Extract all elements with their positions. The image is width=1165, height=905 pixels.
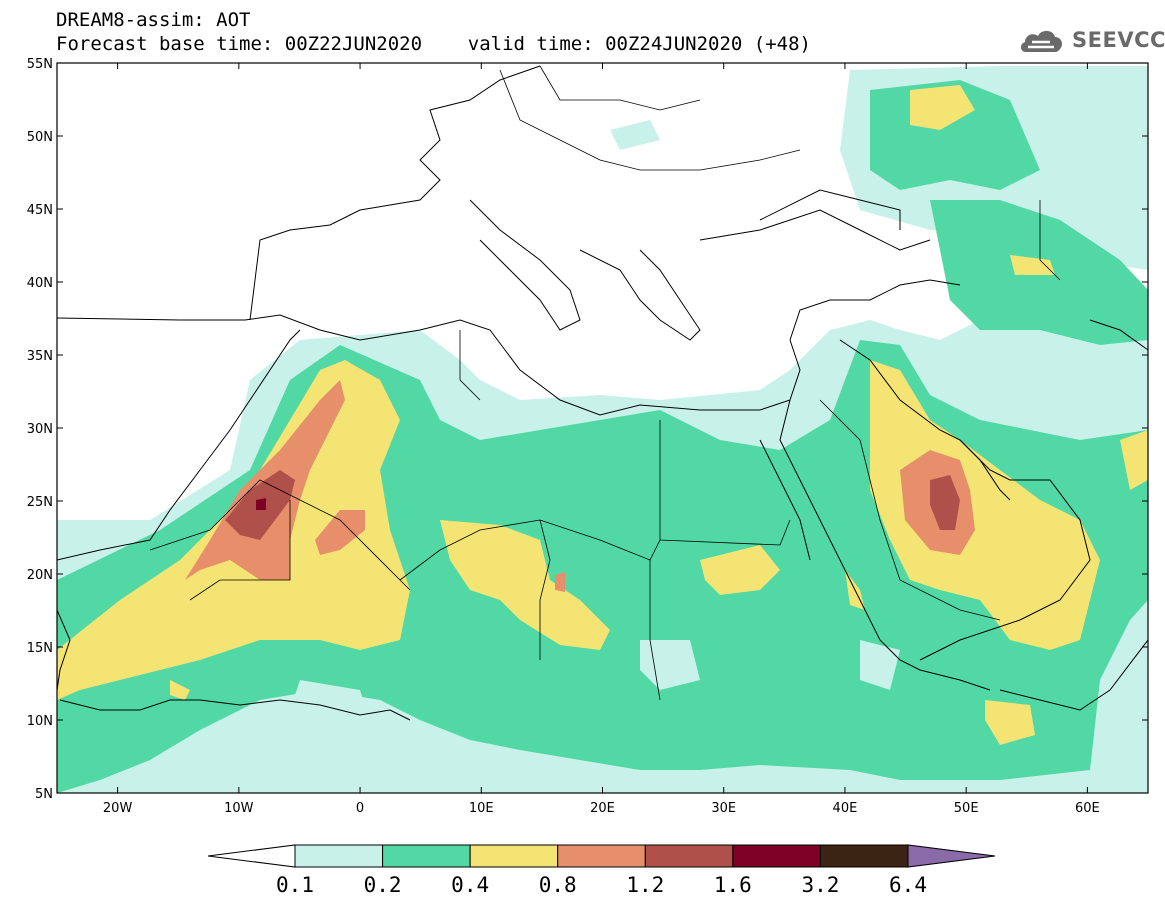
lon-tick-label: 0 — [356, 801, 364, 816]
colorbar-label: 0.4 — [451, 873, 489, 897]
colorbar-cell — [557, 844, 646, 868]
colorbar-cell — [382, 844, 471, 868]
chart-title: DREAM8-assim: AOT — [56, 9, 251, 31]
latitude-axis: 5N 10N 15N 20N 25N 30N 35N 40N 45N 50N 55N — [27, 57, 1148, 802]
aot-band-0.1-holes — [290, 640, 900, 725]
lon-tick-label: 50E — [954, 801, 979, 816]
lat-tick-label: 15N — [27, 641, 53, 656]
colorbar-cell — [469, 844, 559, 868]
cloud-icon — [1020, 30, 1063, 52]
colorbar-label: 0.8 — [539, 873, 577, 897]
lon-tick-label: 20E — [590, 801, 615, 816]
colorbar-label: 0.2 — [364, 873, 402, 897]
colorbar: 0.1 0.2 0.4 0.8 1.2 1.6 3.2 6.4 — [207, 844, 996, 897]
coastlines — [57, 65, 1148, 721]
lon-tick-label: 60E — [1075, 801, 1100, 816]
lon-tick-label: 10W — [224, 801, 254, 816]
longitude-axis: 20W 10W 0 10E 20E 30E 40E 50E 60E — [103, 63, 1100, 816]
lat-tick-label: 20N — [27, 568, 53, 583]
colorbar-cell — [294, 844, 384, 868]
colorbar-label: 1.2 — [626, 873, 664, 897]
colorbar-cell — [732, 844, 821, 868]
lon-tick-label: 30E — [711, 801, 736, 816]
lat-tick-label: 50N — [27, 130, 53, 145]
colorbar-label: 3.2 — [801, 873, 839, 897]
lat-tick-label: 25N — [27, 495, 53, 510]
country-borders — [149, 65, 1061, 701]
lon-tick-label: 40E — [833, 801, 858, 816]
colorbar-label: 6.4 — [889, 873, 927, 897]
chart-subtitle: Forecast base time: 00Z22JUN2020 valid t… — [56, 33, 811, 55]
colorbar-cell — [644, 844, 734, 868]
lat-tick-label: 55N — [27, 57, 53, 72]
colorbar-label: 1.6 — [714, 873, 752, 897]
lat-tick-label: 40N — [27, 276, 53, 291]
aot-field — [57, 63, 1148, 793]
colorbar-cell — [819, 844, 909, 868]
lat-tick-label: 45N — [27, 203, 53, 218]
lon-tick-label: 10E — [469, 801, 494, 816]
lon-tick-label: 20W — [103, 801, 133, 816]
seevccc-logo: SEEVCCC — [1018, 23, 1165, 57]
lat-tick-label: 10N — [27, 714, 53, 729]
colorbar-label: 0.1 — [276, 873, 314, 897]
colorbar-high-arrow — [907, 844, 996, 868]
colorbar-low-arrow — [207, 844, 296, 868]
aot-band-1.6 — [256, 498, 266, 510]
lat-tick-label: 30N — [27, 422, 53, 437]
lat-tick-label: 5N — [35, 787, 53, 802]
lat-tick-label: 35N — [27, 349, 53, 364]
logo-text: SEEVCCC — [1072, 28, 1165, 52]
